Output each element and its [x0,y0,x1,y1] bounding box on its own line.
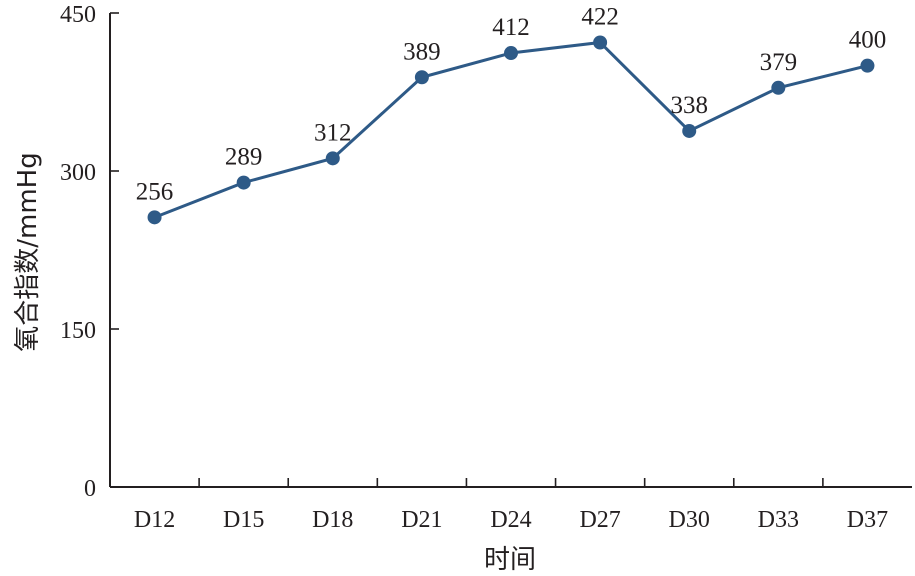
y-axis-title: 氧合指数/mmHg [13,152,43,351]
y-axis-ticks: 0 150 300 450 [60,2,119,502]
data-label: 256 [136,178,174,205]
x-tick-label: D30 [669,507,710,533]
x-tick-label: D33 [758,507,799,533]
x-tick-label: D21 [401,507,442,533]
data-point [860,58,875,73]
data-point [147,210,162,225]
data-points [147,35,875,225]
data-label: 338 [670,92,708,119]
data-label: 412 [492,14,530,41]
data-point [504,46,518,61]
y-tick-label: 150 [60,318,96,344]
x-axis-title: 时间 [484,545,536,575]
x-tick-label: D15 [223,507,264,533]
data-label: 379 [760,49,798,76]
x-tick-label: D12 [134,507,175,533]
y-tick-label: 0 [84,476,96,502]
x-tick-label: D37 [847,507,888,533]
axes [109,13,912,488]
data-label: 289 [225,144,263,171]
x-tick-label: D27 [579,507,620,533]
data-point [593,35,608,50]
data-point [771,80,786,95]
data-point [236,175,251,190]
data-label: 312 [314,119,352,146]
x-tick-label: D24 [490,507,531,533]
data-label: 422 [581,3,619,30]
data-point [325,151,340,166]
data-point [414,70,429,85]
data-label: 400 [849,27,887,54]
x-axis-ticks: D12 D15 D18 D21 D24 D27 D30 D33 D37 [134,478,888,533]
data-point [682,123,697,138]
data-label: 389 [403,38,441,65]
data-labels: 256 289 312 389 412 422 338 379 400 [136,3,886,205]
y-tick-label: 300 [60,160,96,186]
y-tick-label: 450 [60,2,96,28]
x-tick-label: D18 [312,507,353,533]
